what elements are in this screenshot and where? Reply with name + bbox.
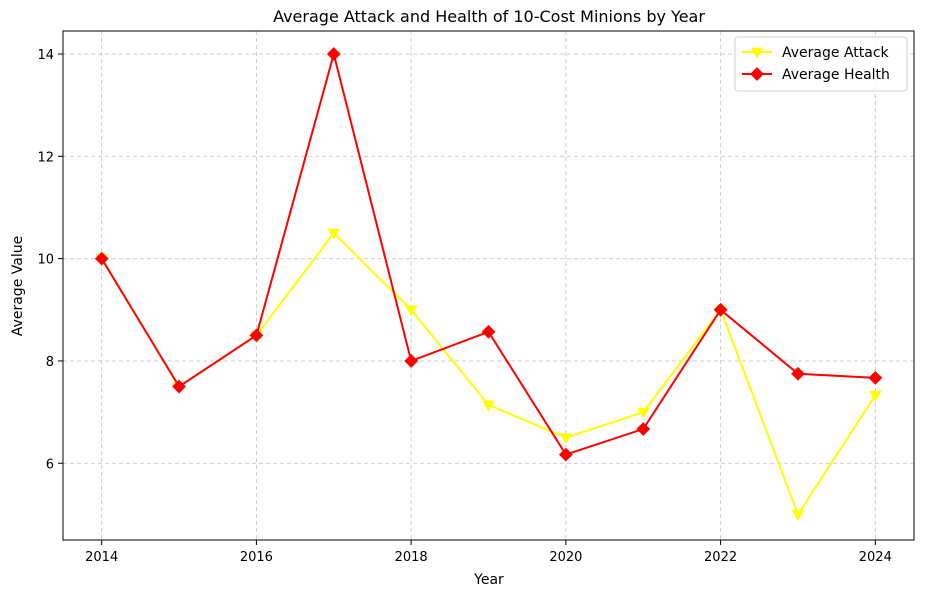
x-tick-label: 2014 <box>85 550 118 565</box>
chart-title: Average Attack and Health of 10-Cost Min… <box>273 7 705 26</box>
plot-frame <box>62 30 915 541</box>
attack-data-point <box>482 400 495 412</box>
y-tick-label: 8 <box>46 355 54 370</box>
health-data-point <box>404 354 419 368</box>
health-data-point <box>172 379 186 394</box>
y-tick-label: 10 <box>37 253 54 268</box>
attack-data-point <box>636 407 650 419</box>
health-data-point <box>713 302 728 317</box>
health-data-point <box>481 324 496 339</box>
attack-data-point <box>559 433 573 445</box>
x-tick-label: 2018 <box>395 550 428 565</box>
series-line-average-attack <box>100 231 877 517</box>
health-data-point <box>558 447 573 462</box>
y-axis-title: Average Value <box>10 236 26 336</box>
health-data-point <box>868 370 883 385</box>
x-axis-title: Year <box>473 572 504 588</box>
y-tick-label: 14 <box>37 48 54 63</box>
legend-box <box>734 36 908 92</box>
x-tick-label: 2022 <box>704 550 737 565</box>
series-line-average-health <box>100 50 876 456</box>
health-data-point <box>791 366 805 381</box>
legend-label-average-attack: Average Attack <box>782 45 890 61</box>
attack-data-point <box>404 305 418 317</box>
health-data-point <box>636 422 651 436</box>
x-tick-label: 2020 <box>549 550 582 565</box>
x-tick-label: 2024 <box>859 550 892 565</box>
attack-data-point <box>868 390 882 402</box>
legend-marker-average-health <box>750 67 764 81</box>
health-data-point <box>249 328 264 343</box>
legend-marker-average-attack <box>750 47 764 59</box>
attack-data-point <box>791 510 805 521</box>
y-tick-label: 6 <box>46 457 54 472</box>
health-data-point <box>326 47 341 61</box>
legend-label-average-health: Average Health <box>782 67 890 83</box>
x-tick-label: 2016 <box>240 550 273 565</box>
y-tick-label: 12 <box>37 150 54 165</box>
attack-data-point <box>327 228 341 240</box>
plot-layer: 2014 2016 2018 2020 2022 2024 6 8 10 12 14 Average … <box>37 30 915 565</box>
health-data-point <box>94 251 109 266</box>
